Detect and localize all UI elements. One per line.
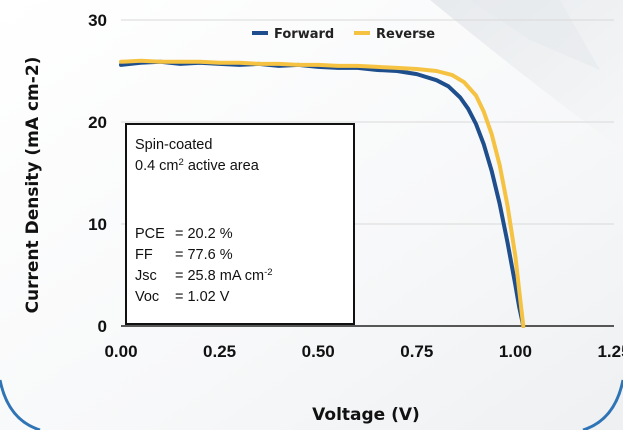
annotation-pce-value: = 20.2 %: [175, 226, 233, 242]
y-tick-label: 0: [98, 317, 107, 336]
tick-labels: 0 10 20 30 0.00 0.25 0.50 0.75 1.00 1.25: [88, 11, 623, 361]
annotation-jsc-label: Jsc: [135, 268, 157, 284]
annotation-ff-label: FF: [135, 247, 153, 263]
y-tick-label: 30: [88, 11, 107, 30]
x-tick-label: 0.00: [104, 342, 137, 361]
annotation-method: Spin-coated: [135, 137, 212, 153]
y-tick-label: 20: [88, 113, 107, 132]
legend: Forward Reverse: [252, 27, 435, 42]
series-line-reverse: [119, 58, 526, 328]
x-tick-label: 1.00: [499, 342, 532, 361]
legend-label-reverse: Reverse: [376, 27, 435, 42]
y-axis-title: Current Density (mA cm-2): [23, 57, 43, 314]
x-tick-label: 0.75: [400, 342, 433, 361]
annotation-box: Spin-coated 0.4 cm2 active area PCE = 20…: [125, 123, 355, 325]
x-axis-title: Voltage (V): [312, 405, 420, 425]
y-tick-label: 10: [88, 215, 107, 234]
annotation-jsc-value: = 25.8 mA cm-2: [175, 267, 273, 284]
annotation-pce-label: PCE: [135, 226, 165, 242]
x-tick-label: 0.25: [203, 342, 236, 361]
x-tick-label: 1.25: [597, 342, 623, 361]
annotation-frame: [125, 123, 355, 325]
annotation-ff-value: = 77.6 %: [175, 247, 233, 263]
annotation-voc-label: Voc: [135, 289, 159, 305]
annotation-area: 0.4 cm2 active area: [135, 157, 260, 174]
x-tick-label: 0.50: [302, 342, 335, 361]
series-lines: [119, 58, 526, 328]
annotation-voc-value: = 1.02 V: [175, 289, 230, 305]
legend-label-forward: Forward: [274, 27, 334, 42]
